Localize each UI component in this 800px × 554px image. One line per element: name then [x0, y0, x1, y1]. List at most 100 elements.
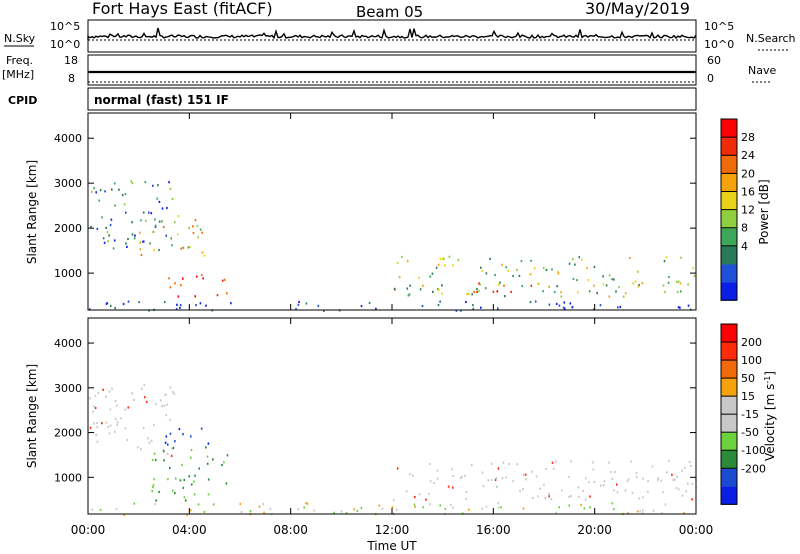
data-cell — [465, 491, 468, 494]
data-cell — [582, 489, 585, 492]
data-cell — [497, 502, 500, 505]
data-cell — [613, 278, 615, 281]
data-cell — [570, 494, 572, 498]
data-cell — [182, 433, 184, 436]
data-cell — [448, 255, 451, 258]
data-cell — [476, 290, 478, 294]
data-cell — [599, 304, 602, 307]
data-cell — [638, 284, 640, 287]
data-cell — [144, 181, 147, 184]
data-cell — [561, 489, 563, 492]
data-cell — [169, 386, 172, 389]
data-cell — [176, 303, 178, 306]
data-cell — [93, 187, 95, 190]
data-cell — [169, 432, 172, 435]
data-cell — [207, 478, 210, 481]
data-cell — [421, 304, 424, 308]
data-cell — [317, 304, 320, 307]
data-cell — [177, 233, 179, 236]
data-cell — [161, 207, 164, 210]
data-cell — [555, 511, 558, 514]
data-cell — [105, 395, 107, 398]
x-axis-label: Time UT — [366, 539, 417, 553]
data-cell — [174, 282, 176, 285]
data-cell — [600, 484, 602, 487]
data-cell — [216, 294, 219, 297]
data-cell — [435, 266, 438, 269]
data-cell — [199, 228, 202, 231]
data-cell — [158, 200, 161, 203]
data-cell — [195, 304, 197, 307]
velocity-ylabel: Slant Range [km] — [25, 364, 39, 468]
data-cell — [126, 438, 129, 442]
data-cell — [263, 511, 265, 514]
data-cell — [608, 274, 611, 277]
data-cell — [184, 499, 187, 502]
data-cell — [507, 269, 510, 272]
data-cell — [563, 307, 566, 310]
data-cell — [479, 283, 481, 286]
data-cell — [221, 463, 223, 467]
data-cell — [95, 433, 97, 436]
freq-label-1: Freq. — [6, 54, 33, 67]
x-tick-label: 20:00 — [577, 523, 612, 537]
nave-tick-bottom: 0 — [707, 72, 714, 85]
colorbar-segment — [721, 486, 737, 505]
data-cell — [375, 307, 377, 310]
data-cell — [111, 188, 113, 191]
data-cell — [102, 237, 105, 240]
data-cell — [550, 498, 553, 501]
data-cell — [239, 502, 242, 505]
data-cell — [99, 189, 102, 192]
data-cell — [133, 398, 135, 401]
velocity-cells — [89, 383, 697, 517]
sky-tick-bottom: 10^0 — [50, 38, 80, 51]
data-cell — [199, 302, 202, 305]
y-tick-label: 4000 — [54, 132, 82, 145]
data-cell — [543, 483, 545, 486]
data-cell — [161, 220, 163, 223]
velocity-colorbar-label: Velocity [m s-1] — [763, 371, 778, 461]
data-cell — [542, 290, 544, 293]
data-cell — [437, 263, 440, 266]
data-cell — [608, 461, 610, 464]
search-tick-bottom: 10^0 — [704, 38, 734, 51]
data-cell — [140, 253, 143, 257]
data-cell — [174, 221, 176, 224]
data-cell — [637, 270, 639, 273]
data-cell — [687, 283, 689, 286]
data-cell — [602, 275, 604, 278]
data-cell — [108, 234, 110, 237]
data-cell — [553, 291, 556, 294]
data-cell — [158, 220, 161, 223]
data-cell — [555, 460, 557, 463]
data-cell — [368, 301, 371, 305]
nave-tick-top: 60 — [707, 54, 721, 67]
data-cell — [147, 437, 149, 440]
cpid-panel: CPID normal (fast) 151 IF — [8, 87, 697, 111]
data-cell — [106, 302, 109, 305]
data-cell — [113, 239, 116, 242]
data-cell — [172, 489, 174, 492]
colorbar-segment — [721, 468, 737, 487]
y-tick-label: 2000 — [54, 222, 82, 235]
data-cell — [616, 491, 619, 494]
x-tick-label: 08:00 — [273, 523, 308, 537]
colorbar-tick-label: 24 — [741, 149, 755, 162]
data-cell — [660, 479, 663, 482]
data-cell — [108, 432, 111, 435]
data-cell — [592, 468, 595, 471]
power-colorbar: 28 24 20 16 12 8 4 — [720, 118, 755, 301]
data-cell — [126, 245, 128, 248]
data-cell — [468, 292, 470, 296]
data-cell — [99, 508, 102, 511]
data-cell — [664, 290, 666, 294]
data-cell — [262, 503, 264, 506]
data-cell — [177, 295, 180, 298]
data-cell — [378, 504, 381, 507]
data-cell — [414, 505, 416, 508]
data-cell — [688, 460, 691, 464]
data-cell — [518, 274, 521, 277]
data-cell — [116, 421, 119, 424]
data-cell — [115, 400, 117, 403]
